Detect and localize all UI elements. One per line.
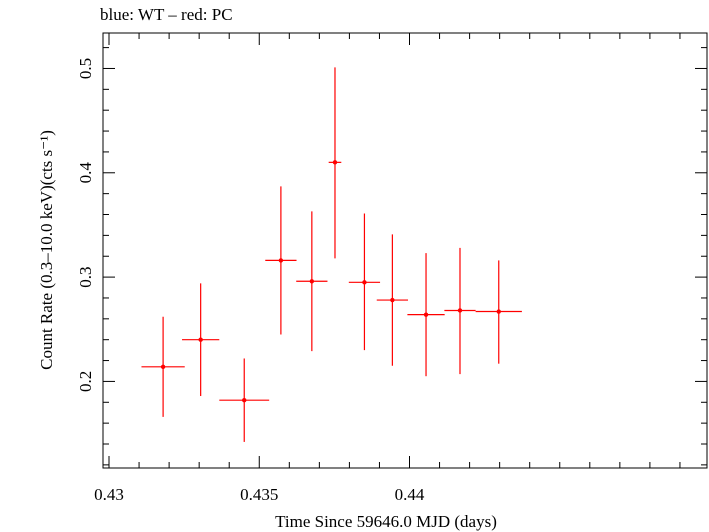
- data-marker: [457, 308, 463, 313]
- data-point: [444, 247, 476, 375]
- data-marker: [242, 397, 247, 403]
- data-point: [265, 186, 297, 335]
- data-point: [328, 67, 342, 259]
- data-layer: [141, 67, 522, 442]
- axes: 0.43 0.435 0.44 0.2 0.3 0.4 0.5: [76, 33, 707, 504]
- data-point: [296, 211, 328, 352]
- data-marker: [198, 337, 203, 342]
- y-tick-label: 0.4: [76, 162, 95, 184]
- chart-title: blue: WT – red: PC: [100, 5, 233, 24]
- data-point: [141, 316, 185, 417]
- data-point: [182, 283, 220, 397]
- y-tick-label: 0.3: [76, 266, 95, 287]
- data-point: [475, 260, 522, 364]
- y-tick-label: 0.2: [76, 371, 95, 392]
- x-tick-label: 0.435: [240, 485, 278, 504]
- data-point: [219, 358, 270, 442]
- x-tick-label: 0.44: [395, 485, 425, 504]
- data-marker: [332, 160, 338, 165]
- data-marker: [160, 364, 166, 370]
- data-marker: [309, 279, 315, 284]
- x-axis-title: Time Since 59646.0 MJD (days): [275, 512, 497, 531]
- data-marker: [278, 258, 284, 263]
- data-point: [348, 213, 381, 351]
- plot-frame: [102, 32, 708, 469]
- data-point: [376, 234, 409, 366]
- x-tick-label: 0.43: [94, 485, 124, 504]
- data-marker: [423, 312, 429, 317]
- data-marker: [362, 280, 367, 285]
- data-marker: [496, 309, 501, 314]
- data-marker: [390, 297, 395, 303]
- y-tick-label: 0.5: [76, 58, 95, 79]
- data-point: [407, 253, 445, 377]
- y-axis-title: Count Rate (0.3–10.0 keV)(cts s⁻¹): [37, 130, 56, 370]
